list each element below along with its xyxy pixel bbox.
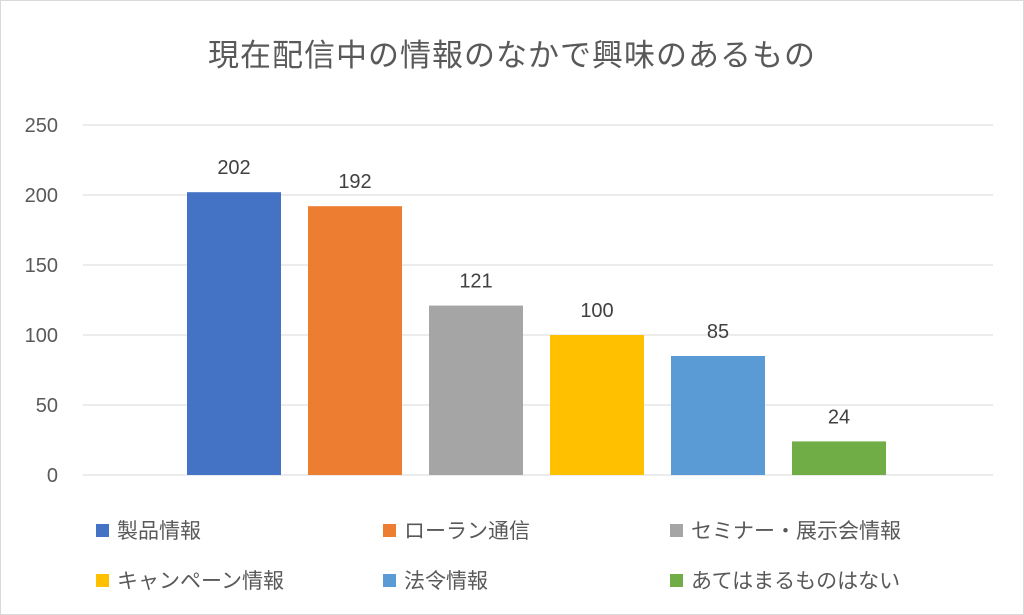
y-tick-label: 0	[47, 465, 58, 487]
data-label: 192	[338, 171, 371, 193]
bar-2	[308, 206, 402, 475]
bar-1	[187, 192, 281, 475]
bar-5	[671, 356, 765, 475]
bar-3	[429, 305, 523, 475]
y-tick-label: 200	[25, 185, 58, 207]
data-label: 24	[828, 406, 850, 428]
y-tick-label: 150	[25, 255, 58, 277]
data-label: 121	[459, 271, 492, 293]
bar-6	[792, 441, 886, 475]
data-label: 100	[580, 300, 613, 322]
data-label: 85	[707, 321, 729, 343]
y-tick-label: 250	[25, 115, 58, 137]
y-tick-label: 100	[25, 325, 58, 347]
chart-title: 現在配信中の情報のなかで興味のあるもの	[208, 38, 816, 74]
bar-4	[550, 335, 644, 475]
data-label: 202	[217, 157, 250, 179]
y-tick-label: 50	[36, 395, 58, 417]
